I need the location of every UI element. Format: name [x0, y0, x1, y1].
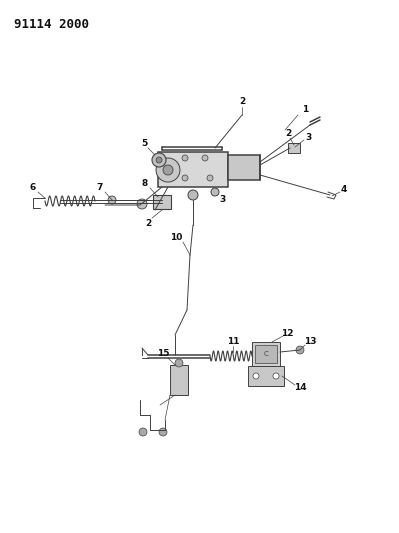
Text: 10: 10: [170, 233, 182, 243]
Bar: [228, 155, 260, 180]
Text: 8: 8: [142, 180, 148, 189]
Circle shape: [273, 373, 279, 379]
Bar: [158, 152, 228, 187]
Circle shape: [163, 165, 173, 175]
Text: 12: 12: [281, 328, 293, 337]
Text: 1: 1: [302, 106, 308, 115]
Text: 4: 4: [341, 185, 347, 195]
Circle shape: [202, 155, 208, 161]
Text: C: C: [264, 351, 269, 357]
Text: 11: 11: [227, 336, 239, 345]
Text: 7: 7: [97, 183, 103, 192]
Bar: [288, 143, 300, 153]
Bar: [252, 342, 280, 366]
Text: 2: 2: [145, 219, 151, 228]
Circle shape: [188, 190, 198, 200]
Circle shape: [152, 153, 166, 167]
Circle shape: [207, 175, 213, 181]
Text: 3: 3: [305, 133, 311, 141]
Circle shape: [296, 346, 304, 354]
Bar: [255, 345, 277, 363]
Text: 91114 2000: 91114 2000: [14, 18, 89, 31]
Circle shape: [139, 428, 147, 436]
Circle shape: [175, 359, 183, 367]
Text: 5: 5: [141, 140, 147, 149]
Text: 6: 6: [30, 183, 36, 192]
Bar: [153, 195, 171, 209]
Text: 13: 13: [304, 337, 316, 346]
Text: 2: 2: [285, 128, 291, 138]
Bar: [170, 365, 188, 395]
Circle shape: [182, 155, 188, 161]
Circle shape: [253, 373, 259, 379]
Bar: [248, 366, 284, 386]
Text: 2: 2: [239, 98, 245, 107]
Text: 3: 3: [219, 196, 225, 205]
Circle shape: [156, 158, 180, 182]
Text: 14: 14: [294, 384, 306, 392]
Circle shape: [159, 428, 167, 436]
Text: 15: 15: [157, 350, 169, 359]
Circle shape: [156, 157, 162, 163]
Circle shape: [137, 199, 147, 209]
Circle shape: [182, 175, 188, 181]
Circle shape: [211, 188, 219, 196]
Circle shape: [108, 196, 116, 204]
